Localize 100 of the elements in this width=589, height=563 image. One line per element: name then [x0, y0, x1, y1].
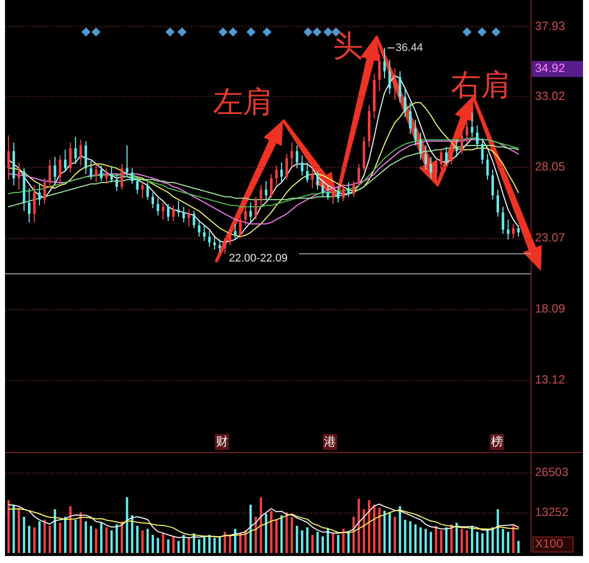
- candlestick: [146, 182, 149, 200]
- candlestick: [162, 202, 164, 220]
- bar: [337, 534, 340, 553]
- y-tick-label: 37.93: [535, 18, 566, 33]
- candlestick: [90, 160, 92, 180]
- bar: [239, 533, 242, 553]
- candlestick: [18, 162, 20, 190]
- candlestick: [218, 239, 221, 253]
- bar: [28, 526, 30, 553]
- bar: [234, 528, 236, 553]
- candlestick: [496, 189, 500, 218]
- candlestick: [69, 142, 72, 174]
- bar: [409, 521, 412, 553]
- candlestick: [110, 166, 113, 184]
- candlestick: [94, 163, 98, 184]
- candlestick: [43, 178, 46, 204]
- candlestick: [33, 184, 36, 223]
- bar: [203, 536, 206, 553]
- candlestick: [300, 154, 304, 176]
- candlestick: [254, 196, 258, 220]
- bar: [506, 532, 510, 553]
- candlestick: [306, 162, 309, 184]
- bar: [286, 512, 288, 553]
- candlestick: [383, 47, 386, 79]
- bar: [430, 532, 432, 553]
- bar: [492, 527, 494, 553]
- candlestick: [84, 140, 88, 174]
- bar: [476, 532, 478, 553]
- bar: [131, 515, 134, 553]
- bar: [306, 527, 308, 553]
- candlestick: [208, 230, 211, 248]
- candlestick: [434, 159, 438, 184]
- bar: [275, 520, 278, 553]
- y-tick-label: 33.02: [535, 88, 566, 103]
- candlestick: [249, 202, 252, 223]
- candlestick: [440, 148, 442, 170]
- bar: [455, 522, 458, 553]
- bar: [69, 506, 72, 553]
- candlestick: [64, 149, 66, 172]
- bar: [152, 534, 154, 553]
- bar: [33, 527, 36, 553]
- bar: [64, 516, 66, 553]
- bar: [116, 524, 118, 553]
- bar: [188, 538, 190, 553]
- bar: [512, 526, 514, 553]
- bar: [300, 530, 304, 553]
- candlestick: [244, 206, 247, 226]
- candlestick: [105, 168, 108, 184]
- bar: [167, 539, 170, 553]
- bar: [290, 516, 293, 553]
- candlestick: [115, 173, 118, 192]
- bar: [358, 498, 360, 553]
- candlestick: [332, 188, 334, 204]
- annotation: 36.44: [396, 42, 424, 54]
- bar: [352, 516, 355, 553]
- bar: [80, 512, 82, 553]
- candlestick: [502, 206, 504, 234]
- bar: [48, 526, 51, 553]
- candlestick: [290, 142, 294, 168]
- ref-line-label: 22.00-22.09: [228, 252, 288, 265]
- bar: [18, 508, 20, 553]
- candlestick: [506, 219, 510, 240]
- bar: [136, 526, 138, 553]
- y-tick-label: 13.12: [535, 372, 566, 387]
- bar: [270, 510, 272, 553]
- candlestick: [430, 156, 432, 179]
- candlestick: [100, 164, 103, 182]
- candlestick: [188, 209, 190, 228]
- candlestick: [352, 180, 355, 198]
- y-tick-label: 26503: [535, 465, 569, 480]
- bar: [378, 508, 381, 553]
- candlestick: [38, 183, 41, 206]
- y-tick-label: 28.05: [535, 160, 566, 174]
- candlestick: [342, 183, 345, 202]
- candlestick: [336, 186, 340, 203]
- candlestick: [79, 139, 82, 166]
- bar: [12, 504, 15, 553]
- candlestick: [296, 144, 298, 169]
- bar: [100, 522, 102, 553]
- candlestick: [28, 188, 30, 223]
- candlestick: [130, 168, 134, 184]
- candlestick: [177, 200, 180, 218]
- annotation: 右肩: [451, 68, 511, 104]
- candlestick: [156, 198, 160, 216]
- candlestick: [198, 219, 200, 238]
- candlestick: [466, 122, 468, 144]
- candlestick: [260, 184, 262, 206]
- text: 34.92: [535, 61, 566, 76]
- bar: [460, 528, 463, 553]
- y-tick-label: 23.07: [535, 230, 566, 245]
- bar: [94, 528, 98, 553]
- annotation: 头: [333, 29, 363, 64]
- bar: [198, 539, 200, 553]
- candlestick: [450, 142, 453, 164]
- candlestick: [203, 224, 206, 242]
- bar: [440, 530, 442, 553]
- candlestick: [409, 102, 412, 135]
- candlestick: [316, 170, 319, 190]
- candlestick: [228, 228, 232, 246]
- bar: [120, 521, 124, 553]
